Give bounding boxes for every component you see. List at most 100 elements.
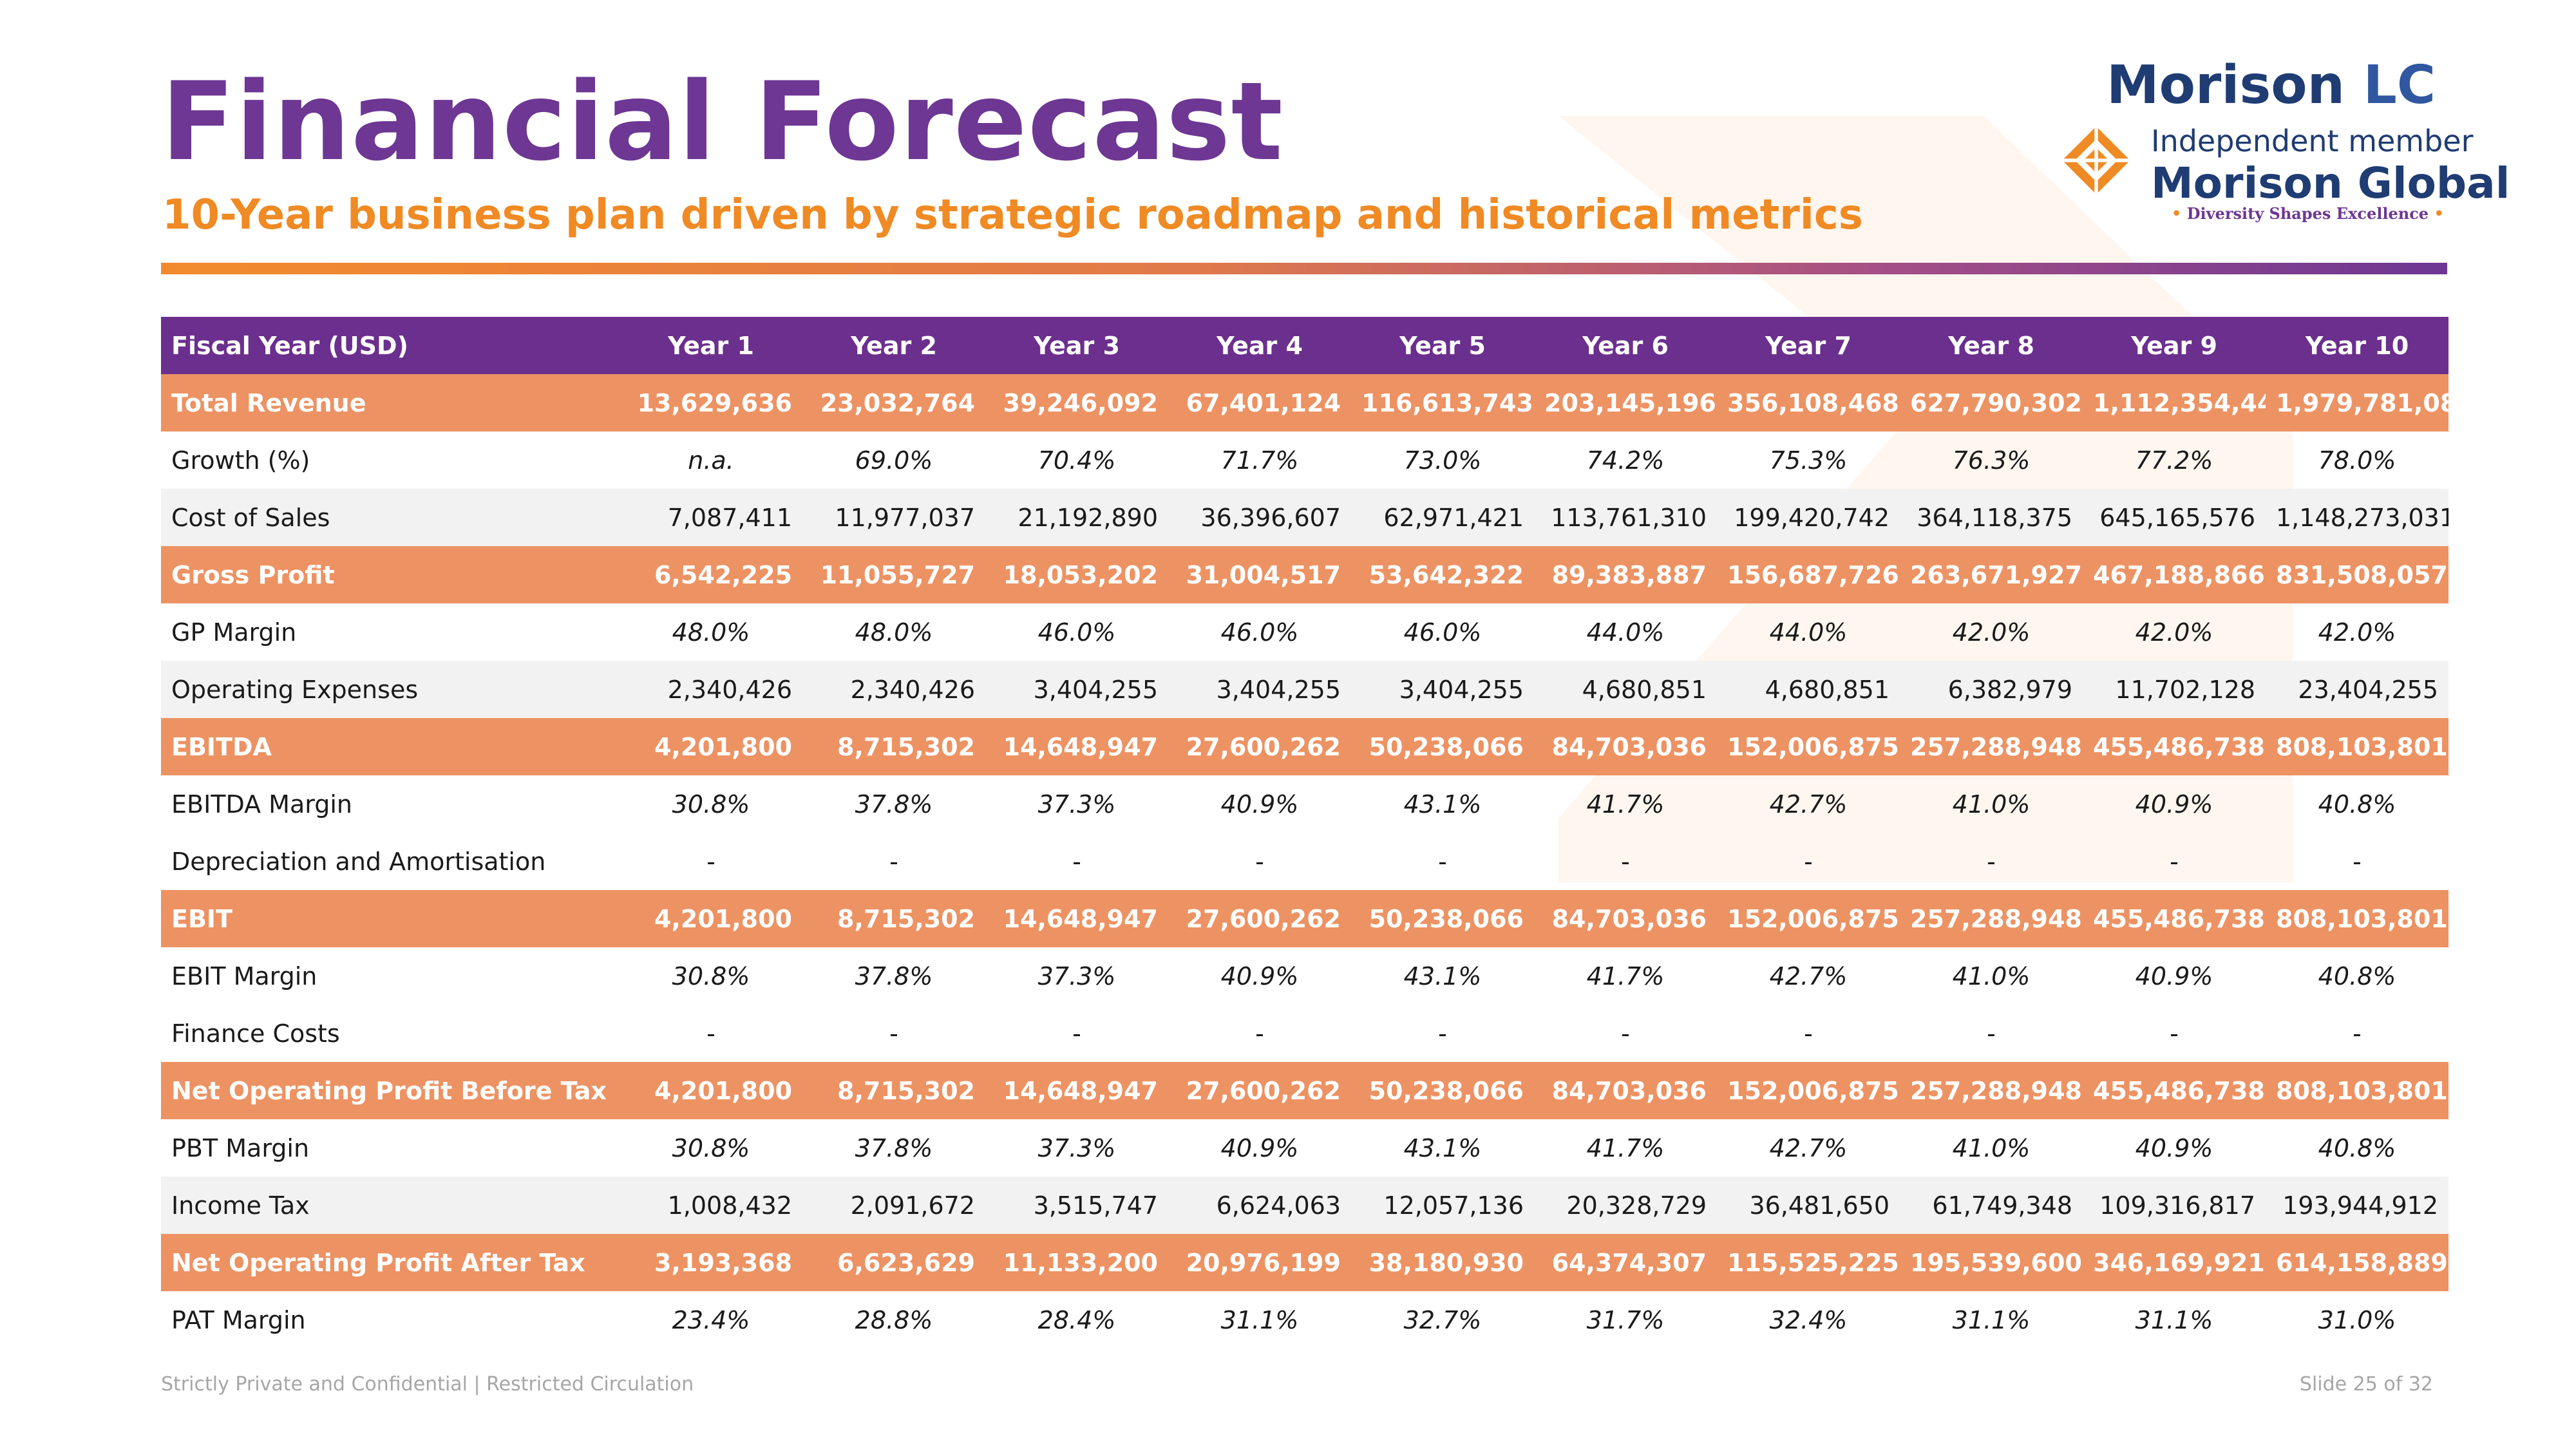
table-cell: 41.7% [1586, 790, 1665, 819]
table-cell: 156,687,726 [1717, 546, 1900, 603]
table-cell: 116,613,743 [1351, 374, 1534, 431]
table-row: Finance Costs - - - - - - - - - - [161, 1005, 2448, 1062]
table-cell: 40.8% [2318, 961, 2396, 990]
table-cell: 41.0% [1952, 961, 2031, 990]
column-header-year-6: Year 6 [1534, 317, 1717, 374]
table-cell: 20,976,199 [1168, 1234, 1351, 1291]
table-cell: 23.4% [672, 1305, 750, 1334]
table-cell: 75.3% [1769, 446, 1848, 475]
table-row: Gross Profit 6,542,225 11,055,727 18,053,20… [161, 546, 2448, 603]
table-cell: 37.8% [855, 961, 933, 990]
row-label: EBIT Margin [171, 961, 317, 990]
table-cell: 78.0% [2318, 446, 2396, 475]
row-label: Finance Costs [171, 1019, 340, 1048]
table-cell: 455,486,738 [2083, 718, 2266, 775]
table-cell: 2,091,672 [802, 1177, 985, 1234]
table-cell: 76.3% [1952, 446, 2031, 475]
row-label: Net Operating Profit Before Tax [161, 1062, 620, 1119]
table-cell: 41.0% [1952, 1133, 2031, 1162]
table-cell: 1,979,781,088 [2266, 374, 2448, 431]
row-label: Cost of Sales [161, 489, 620, 546]
table-cell: 257,288,948 [1900, 718, 2083, 775]
table-cell: 3,515,747 [985, 1177, 1168, 1234]
table-cell: 42.0% [2318, 618, 2396, 647]
table-cell: 11,977,037 [802, 489, 985, 546]
row-label: EBIT [161, 890, 620, 947]
table-cell: 31.1% [2135, 1305, 2213, 1334]
table-cell: - [889, 1019, 898, 1048]
table-cell: 13,629,636 [620, 374, 802, 431]
table-cell: 41.0% [1952, 790, 2031, 819]
row-label: GP Margin [171, 618, 297, 647]
table-cell: 84,703,036 [1534, 1062, 1717, 1119]
table-cell: 46.0% [1403, 618, 1482, 647]
table-cell: 73.0% [1403, 446, 1482, 475]
table-cell: 18,053,202 [985, 546, 1168, 603]
table-cell: 4,680,851 [1534, 661, 1717, 718]
table-cell: 37.3% [1037, 1133, 1116, 1162]
tagline-text: Diversity Shapes Excellence [2186, 204, 2429, 223]
table-cell: 3,193,368 [620, 1234, 802, 1291]
table-cell: 193,944,912 [2266, 1177, 2448, 1234]
table-cell: 199,420,742 [1717, 489, 1900, 546]
table-cell: - [1987, 847, 1996, 876]
table-cell: 30.8% [672, 790, 750, 819]
table-cell: 40.8% [2318, 1133, 2396, 1162]
table-cell: 203,145,196 [1534, 374, 1717, 431]
table-row: EBITDA Margin 30.8% 37.8% 37.3% 40.9% 43.1% 41… [161, 775, 2448, 833]
table-cell: - [1621, 1019, 1630, 1048]
table-cell: 4,680,851 [1717, 661, 1900, 718]
table-cell: 32.4% [1769, 1305, 1848, 1334]
table-cell: 36,481,650 [1717, 1177, 1900, 1234]
table-cell: 44.0% [1769, 618, 1848, 647]
table-row: Operating Expenses 2,340,426 2,340,426 3,40… [161, 661, 2448, 718]
table-cell: 31.7% [1586, 1305, 1665, 1334]
table-cell: 364,118,375 [1900, 489, 2083, 546]
table-cell: 50,238,066 [1351, 1062, 1534, 1119]
table-cell: 11,133,200 [985, 1234, 1168, 1291]
table-cell: 43.1% [1403, 961, 1482, 990]
table-cell: 8,715,302 [802, 718, 985, 775]
table-cell: 152,006,875 [1717, 718, 1900, 775]
table-cell: 69.0% [855, 446, 933, 475]
row-label: Growth (%) [171, 446, 310, 475]
column-header-year-10: Year 10 [2266, 317, 2448, 374]
table-cell: 1,148,273,031 [2266, 489, 2448, 546]
table-cell: 3,404,255 [985, 661, 1168, 718]
morison-global-mark-icon [2062, 126, 2130, 194]
table-cell: 11,055,727 [802, 546, 985, 603]
table-cell: 48.0% [855, 618, 933, 647]
table-cell: 113,761,310 [1534, 489, 1717, 546]
table-row: Total Revenue 13,629,636 23,032,764 39,246,… [161, 374, 2448, 431]
table-cell: 48.0% [672, 618, 750, 647]
table-cell: - [889, 847, 898, 876]
row-label: EBITDA Margin [171, 790, 352, 819]
table-cell: 20,328,729 [1534, 1177, 1717, 1234]
column-header-year-5: Year 5 [1351, 317, 1534, 374]
table-cell: 12,057,136 [1351, 1177, 1534, 1234]
table-cell: 7,087,411 [620, 489, 802, 546]
column-header-year-4: Year 4 [1168, 317, 1351, 374]
table-cell: 27,600,262 [1168, 718, 1351, 775]
table-cell: - [1438, 1019, 1447, 1048]
slide-number: Slide 25 of 32 [2299, 1373, 2433, 1396]
table-cell: 38,180,930 [1351, 1234, 1534, 1291]
table-cell: 37.8% [855, 1133, 933, 1162]
column-header-year-7: Year 7 [1717, 317, 1900, 374]
table-row: Depreciation and Amortisation - - - - - - - - - - [161, 833, 2448, 890]
table-cell: 831,508,057 [2266, 546, 2448, 603]
table-cell: - [1804, 1019, 1813, 1048]
table-cell: 42.7% [1769, 961, 1848, 990]
table-cell: 152,006,875 [1717, 1062, 1900, 1119]
logo-global-text: Morison Global [2151, 158, 2510, 208]
table-row: Net Operating Profit After Tax 3,193,368 6… [161, 1234, 2448, 1291]
table-cell: 808,103,801 [2266, 718, 2448, 775]
table-cell: 40.9% [2135, 961, 2213, 990]
column-header-year-1: Year 1 [620, 317, 802, 374]
table-cell: - [1987, 1019, 1996, 1048]
table-cell: - [2353, 1019, 2362, 1048]
row-label: Operating Expenses [161, 661, 620, 718]
table-cell: 263,671,927 [1900, 546, 2083, 603]
table-cell: 109,316,817 [2083, 1177, 2266, 1234]
table-cell: 41.7% [1586, 961, 1665, 990]
